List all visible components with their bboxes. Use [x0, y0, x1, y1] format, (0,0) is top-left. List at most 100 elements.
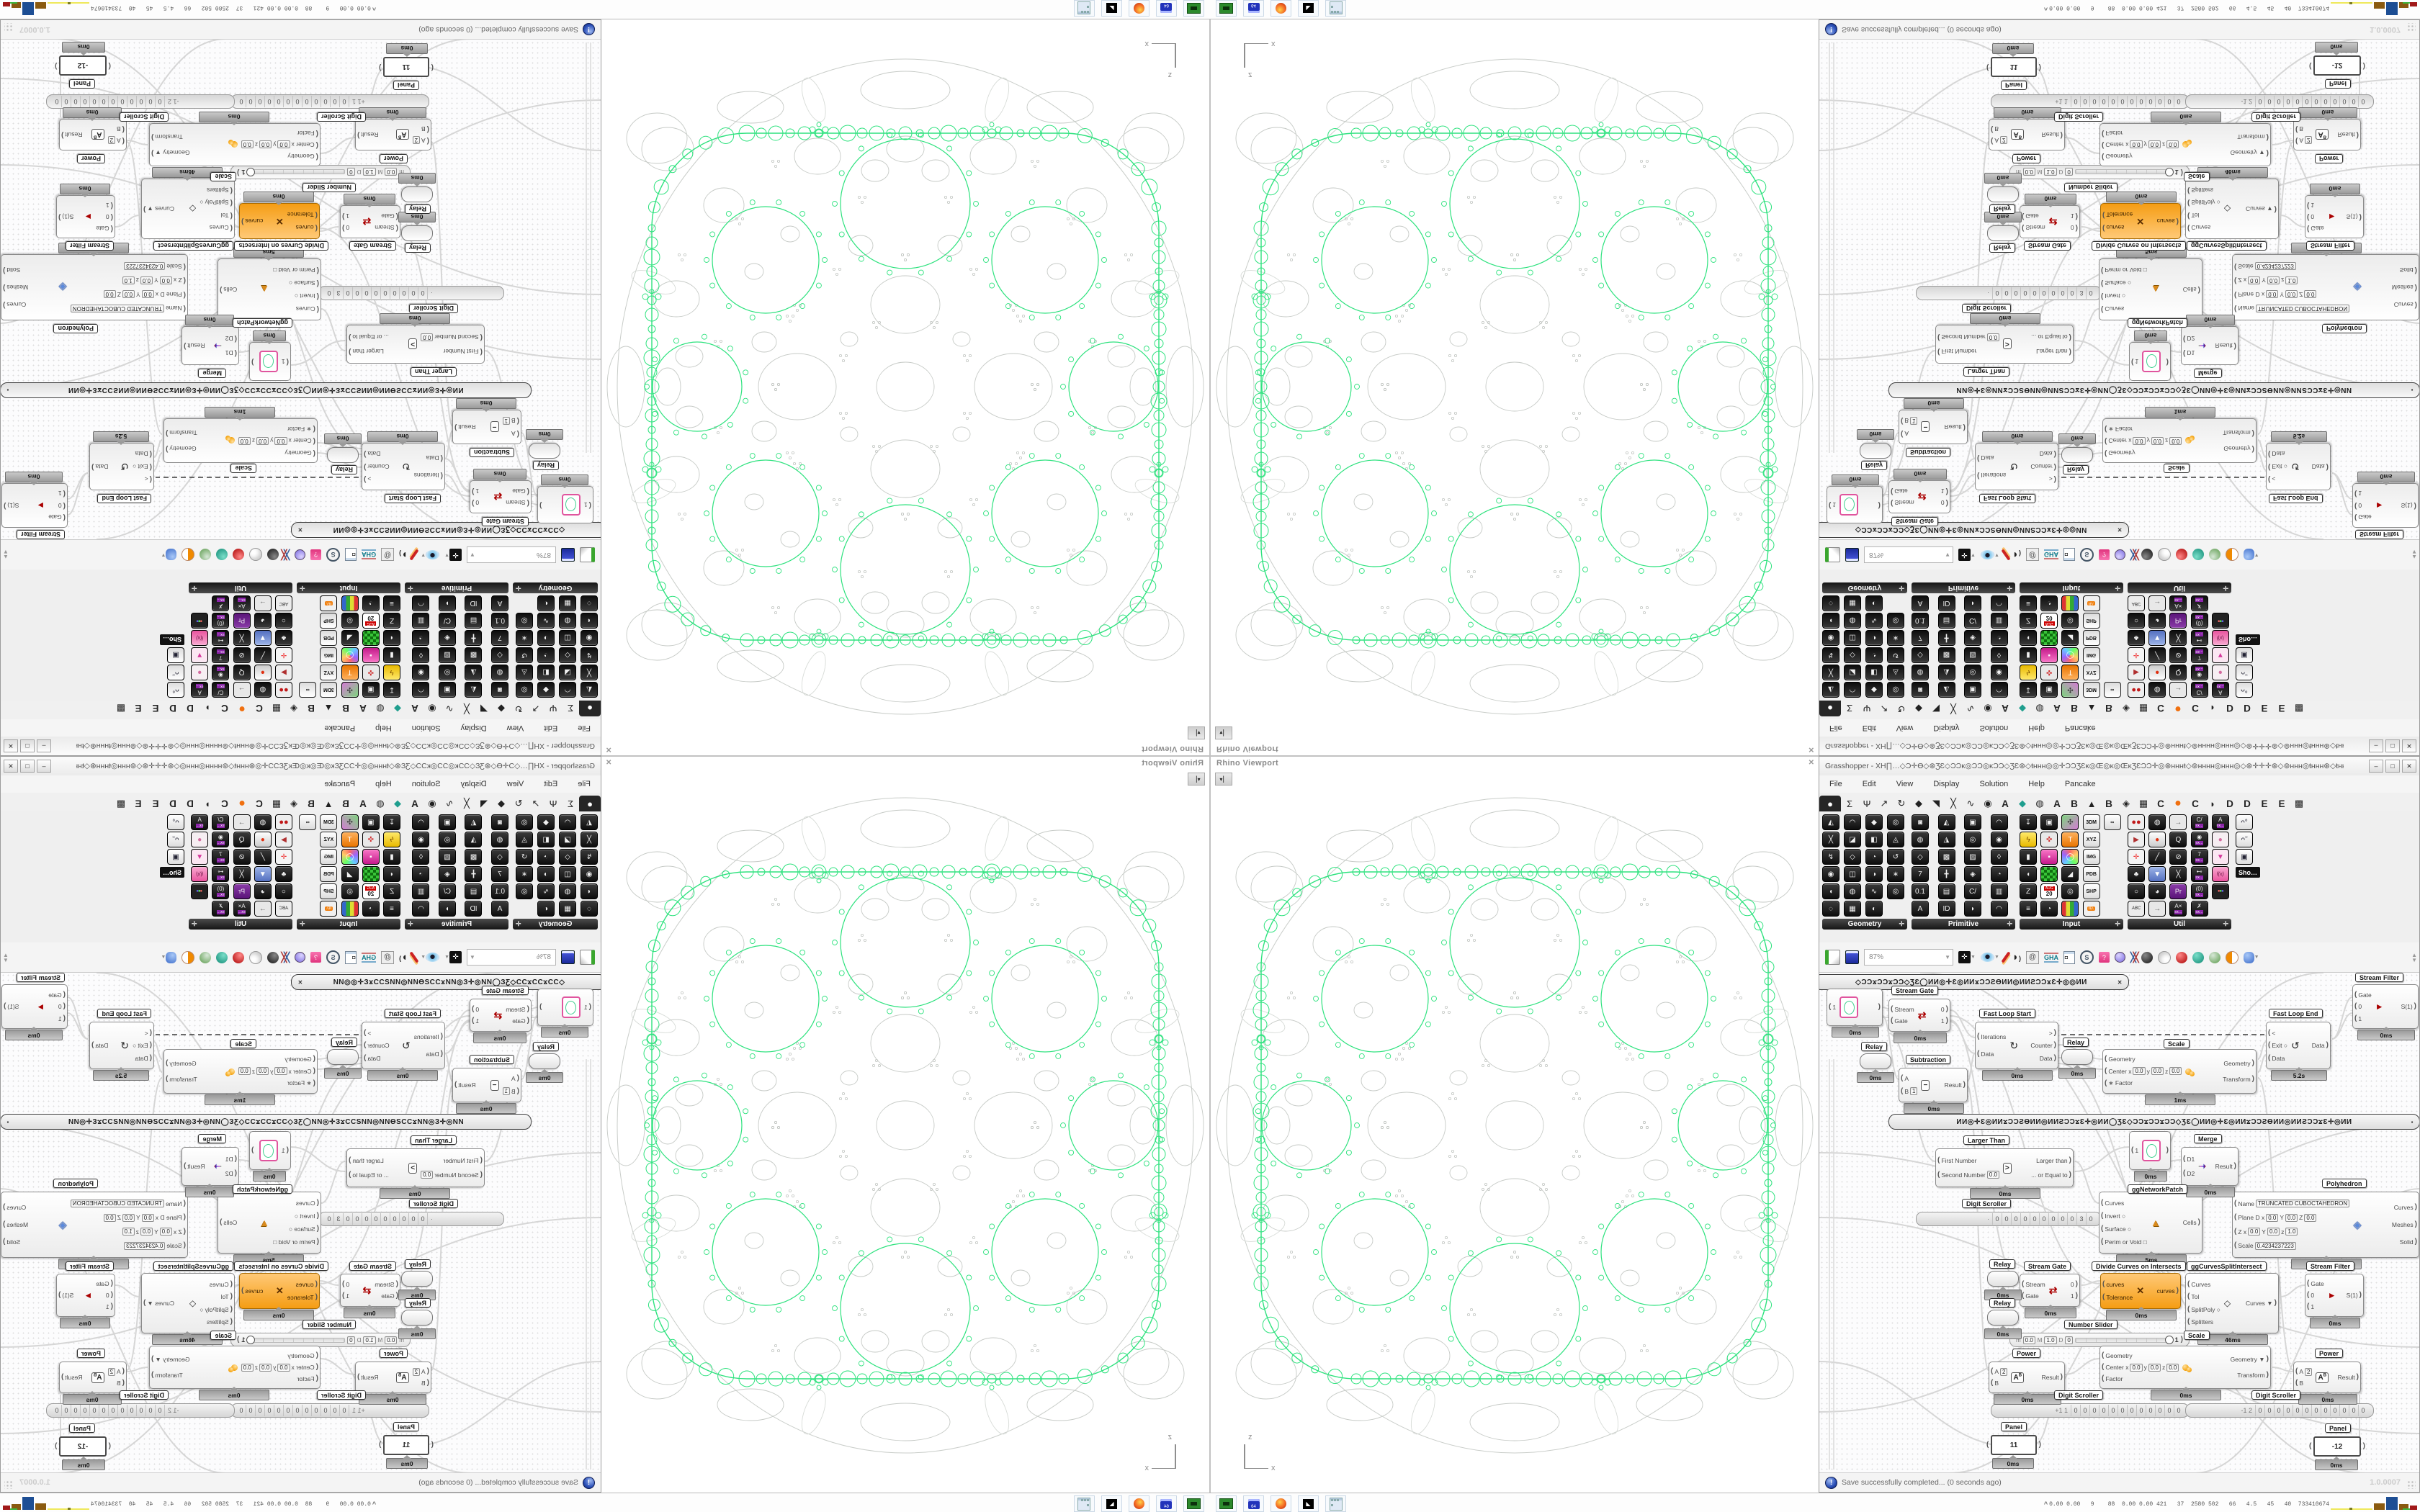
palette-icon[interactable]: ↺: [1887, 849, 1904, 865]
palette-icon[interactable]: ▼: [191, 647, 209, 663]
toolbar-sketch-pen-button[interactable]: [2001, 951, 2011, 963]
palette-icon[interactable]: ◆: [537, 814, 555, 830]
palette-icon[interactable]: [362, 866, 380, 882]
palette-icon[interactable]: 7: [491, 630, 508, 646]
menu-item-pancake[interactable]: Pancake: [324, 780, 356, 788]
palette-icon[interactable]: ◍: [559, 883, 576, 899]
tab-item-7[interactable]: ╳: [1950, 703, 1956, 714]
tab-item-20[interactable]: ●: [2174, 703, 2182, 715]
tab-item-3[interactable]: ↗: [532, 703, 540, 714]
tab-item-15[interactable]: ▲: [323, 703, 333, 714]
palette-icon[interactable]: ♣: [2128, 866, 2145, 882]
tab-item-21[interactable]: C: [221, 798, 228, 809]
tab-item-7[interactable]: ╳: [464, 703, 470, 714]
menu-item-file[interactable]: File: [1829, 780, 1842, 788]
palette-icon[interactable]: ◍: [491, 665, 508, 680]
palette-icon[interactable]: ◈: [1964, 630, 1981, 646]
palette-icon[interactable]: ╱: [254, 849, 272, 865]
palette-icon[interactable]: ▶: [2128, 665, 2145, 680]
palette-group-label[interactable]: Primitive ✛: [405, 919, 508, 930]
gh-node[interactable]: (A 2(B AB Result): [2293, 1362, 2361, 1393]
tab-item-8[interactable]: ∿: [1966, 798, 1975, 809]
tab-item-11[interactable]: ◆: [2019, 703, 2026, 714]
palette-icon[interactable]: ✛: [2128, 647, 2145, 663]
tab-item-20[interactable]: ●: [238, 703, 246, 715]
node-tag[interactable]: Stream Filter: [65, 241, 114, 251]
taskbar-app-icon-printer[interactable]: [1183, 1495, 1204, 1512]
gh-node[interactable]: (A 2(B AB Result): [355, 1362, 431, 1393]
palette-icon[interactable]: ◎: [1964, 665, 1981, 680]
tab-item-6[interactable]: ◥: [480, 703, 488, 714]
palette-icon[interactable]: ◮: [465, 832, 483, 847]
palette-icon[interactable]: ᴖ˜: [167, 832, 184, 847]
palette-icon[interactable]: ◆: [1865, 814, 1883, 830]
gh-canvas[interactable]: ◇ƆƆϫƆƆϫƆƆ◇ƷƐ◯ИИ◎✛Ɛ◎ИИϫƆƆƧƟИИ◎ИИƧƆƆϫƐ✛◎◎И…: [1819, 39, 2419, 539]
palette-icon[interactable]: ◎: [516, 613, 533, 629]
node-tag[interactable]: Relay: [404, 1259, 431, 1269]
palette-icon[interactable]: T: [2061, 665, 2079, 680]
toolbar-zoom-select[interactable]: 87% ▼: [467, 546, 556, 563]
palette-icon[interactable]: ╳: [1822, 665, 1839, 680]
toolbar-mesh-ball-dark-button[interactable]: [267, 951, 279, 963]
palette-icon[interactable]: T: [2061, 832, 2079, 847]
node-tag[interactable]: Fast Loop Start: [1979, 494, 2036, 503]
palette-icon[interactable]: 7: [491, 866, 508, 882]
node-tag[interactable]: Stream Gate: [1891, 986, 1939, 995]
palette-icon[interactable]: ◐: [1865, 595, 1883, 611]
tab-item-26[interactable]: E: [2278, 703, 2285, 714]
tab-item-10[interactable]: A: [2002, 798, 2009, 809]
tab-item-19[interactable]: C: [2157, 703, 2164, 714]
menu-item-view[interactable]: View: [506, 724, 524, 732]
palette-icon[interactable]: ◠: [412, 595, 430, 611]
palette-icon[interactable]: ABC: [2128, 595, 2145, 611]
menu-item-file[interactable]: File: [578, 724, 591, 732]
palette-icon[interactable]: ◭: [1822, 682, 1839, 698]
toolbar-preview-eye-button[interactable]: ▼: [421, 550, 440, 559]
tab-item-23[interactable]: D: [2226, 798, 2233, 809]
slider-track[interactable]: [246, 168, 346, 177]
toolbar-preview-ball-green-button[interactable]: [200, 951, 212, 963]
palette-icon[interactable]: f(x): [2211, 630, 2229, 646]
palette-icon[interactable]: ▼: [191, 849, 209, 865]
tab-item-0[interactable]: ●: [579, 796, 601, 811]
palette-icon[interactable]: ≡: [2020, 901, 2037, 917]
toolbar-preview-ball-green-button[interactable]: [200, 549, 212, 561]
palette-icon[interactable]: ▪: [362, 849, 380, 865]
tab-item-12[interactable]: ◍: [376, 703, 385, 714]
palette-icon[interactable]: ◠: [1990, 814, 2008, 830]
palette-icon[interactable]: ✛: [275, 647, 292, 663]
gh-node[interactable]: (1): [249, 342, 291, 381]
palette-icon[interactable]: ◐: [537, 595, 555, 611]
toolbar-sketch-pen-button[interactable]: [409, 951, 419, 963]
gh-node[interactable]: (Stream(Gate ⇄ 0) 1): [470, 999, 532, 1032]
palette-icon[interactable]: ▤: [465, 613, 483, 629]
palette-icon[interactable]: XYZ: [2082, 665, 2100, 680]
tab-item-4[interactable]: ↻: [1897, 703, 1906, 714]
node-tag[interactable]: Divide Curves on Intersects: [2092, 1261, 2186, 1271]
palette-icon[interactable]: ●●●: [2211, 613, 2229, 629]
toolbar-preview-ball-green-button[interactable]: [2208, 951, 2220, 963]
node-tag[interactable]: Relay: [1861, 461, 1888, 470]
toolbar-3d-sound-button[interactable]: ◗): [2012, 951, 2021, 963]
gh-panel-node[interactable]: (11): [1986, 1435, 2041, 1455]
palette-icon[interactable]: ◎: [516, 682, 533, 698]
palette-icon[interactable]: PDB: [320, 630, 338, 646]
palette-icon[interactable]: ϟ: [383, 832, 400, 847]
maximize-button[interactable]: □: [2385, 760, 2400, 773]
palette-icon[interactable]: ◉: [1990, 665, 2008, 680]
menu-item-display[interactable]: Display: [1933, 780, 1960, 788]
palette-icon[interactable]: ╳: [2169, 630, 2187, 646]
tab-item-14[interactable]: B: [342, 798, 349, 809]
palette-icon[interactable]: ◫: [1844, 630, 1861, 646]
group-label-bar[interactable]: ИИ◎✛Ɛ◎ИИϫƆƆƧƟИИ◎ИИƧƆƆϫƐ✛◎ИИ◯ƷƐ◇ƆƆϫƆƆϫƆƆ◇…: [1, 1114, 532, 1130]
relay-node[interactable]: [1987, 1271, 2019, 1287]
palette-icon[interactable]: IMG: [320, 849, 338, 865]
node-tag[interactable]: Polyhedron: [53, 324, 98, 333]
palette-icon[interactable]: ♣: [2128, 630, 2145, 646]
tab-item-9[interactable]: ◉: [428, 703, 436, 714]
gh-node[interactable]: (D1(D2 ➝ Result): [182, 326, 239, 365]
palette-icon[interactable]: ◔: [2040, 901, 2058, 917]
tab-item-18[interactable]: ▦: [272, 798, 282, 809]
palette-icon[interactable]: ▣: [167, 849, 184, 865]
palette-icon[interactable]: ∞: [299, 814, 317, 830]
